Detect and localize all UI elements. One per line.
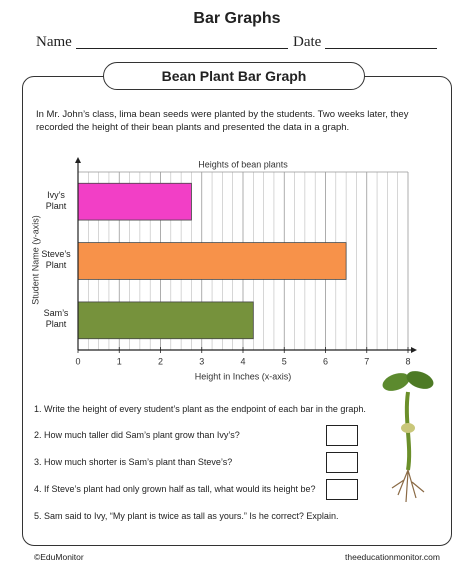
x-tick-label: 5 <box>282 356 287 366</box>
x-tick-label: 3 <box>199 356 204 366</box>
page-title: Bar Graphs <box>193 10 281 27</box>
y-axis-arrow <box>75 157 81 163</box>
answer-box <box>326 452 358 473</box>
answer-box <box>326 479 358 500</box>
footer-left: ©EduMonitor <box>34 552 84 562</box>
section-title: Bean Plant Bar Graph <box>103 62 365 90</box>
y-axis-label: Student Name (y-axis) <box>30 215 40 305</box>
x-tick-label: 8 <box>405 356 410 366</box>
question: 5. Sam said to Ivy, “My plant is twice a… <box>34 511 339 521</box>
x-tick-label: 1 <box>117 356 122 366</box>
x-tick-label: 2 <box>158 356 163 366</box>
question: 1. Write the height of every student’s p… <box>34 404 366 414</box>
name-label: Name <box>36 34 72 50</box>
x-axis-label: Height in Inches (x-axis) <box>195 371 292 381</box>
bar <box>77 301 254 340</box>
chart-title: Heights of bean plants <box>198 159 288 169</box>
question: 2. How much taller did Sam’s plant grow … <box>34 430 240 440</box>
x-tick-label: 7 <box>364 356 369 366</box>
bar <box>77 182 192 221</box>
intro-text: In Mr. John’s class, lima bean seeds wer… <box>36 109 409 133</box>
question: 4. If Steve’s plant had only grown half … <box>34 484 316 494</box>
date-line <box>325 48 437 49</box>
plant-illustration <box>382 371 434 503</box>
y-tick-label: Sam’s Plant <box>43 308 69 330</box>
y-tick-label: Steve’s Plant <box>41 249 71 270</box>
x-tick-label: 4 <box>240 356 245 366</box>
bar <box>77 242 347 280</box>
x-tick-label: 6 <box>323 356 328 366</box>
footer-right: theeducationmonitor.com <box>345 552 440 562</box>
answer-box <box>326 425 358 446</box>
x-tick-label: 0 <box>75 356 80 366</box>
question: 3. How much shorter is Sam’s plant than … <box>34 457 233 467</box>
name-line <box>76 48 288 49</box>
date-label: Date <box>293 34 322 50</box>
y-tick-label: Ivy’s Plant <box>45 189 67 211</box>
x-axis-arrow <box>411 347 417 353</box>
